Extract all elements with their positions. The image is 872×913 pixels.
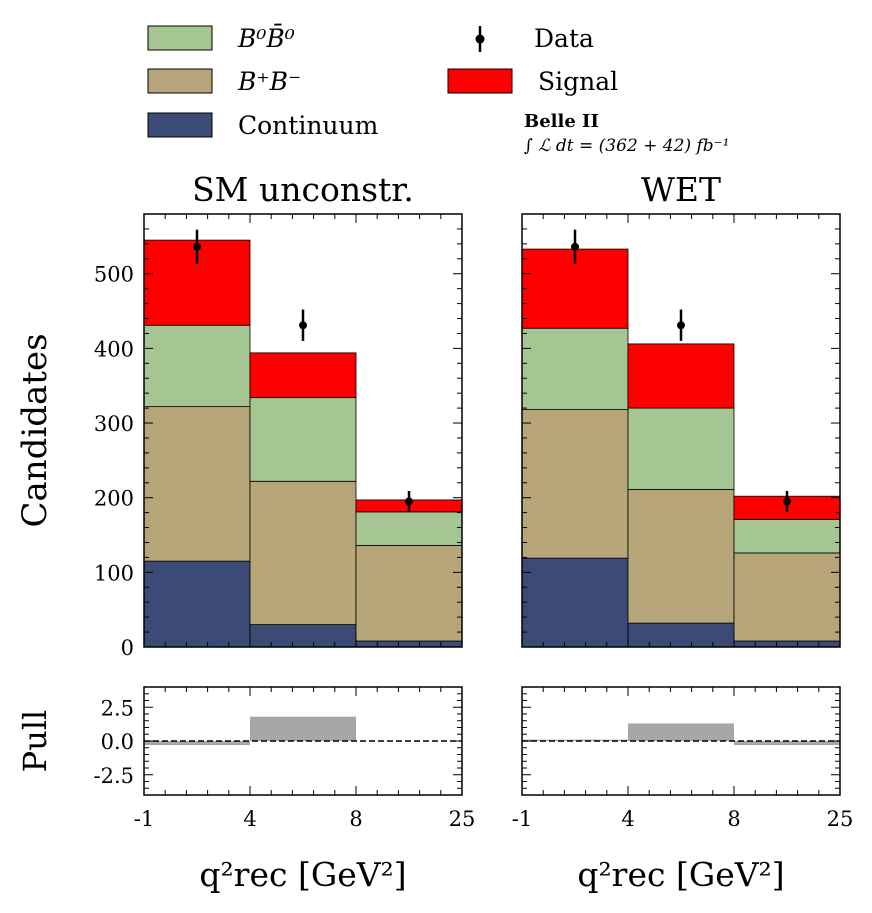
bar-continuum-bin-3	[355, 640, 463, 648]
y-tick-label: 300	[94, 412, 134, 436]
panel-title: WET	[641, 170, 721, 209]
main-axes-frame	[143, 213, 463, 648]
bar-b0b0bar-bin-3	[355, 511, 463, 546]
legend-swatch-b0b0bar	[147, 25, 213, 51]
y-tick-label: 0	[121, 636, 134, 660]
pull-bar-bin-3	[734, 741, 840, 746]
y-tick-label: 400	[94, 337, 134, 361]
main-axes-frame	[521, 213, 841, 648]
x-tick-label: 8	[727, 807, 740, 831]
data-point-bin-3	[783, 497, 791, 506]
bar-b0b0bar-bin-1	[143, 324, 251, 408]
x-axis-label: q²rec [GeV²]	[199, 855, 406, 894]
bar-bplusbminus-bin-3	[733, 552, 841, 642]
bar-bplusbminus-bin-2	[627, 489, 735, 624]
legend-marker-data	[475, 34, 485, 44]
y-tick-label: 200	[94, 487, 134, 511]
x-axis-label: q²rec [GeV²]	[577, 855, 784, 894]
legend-label-b0b0bar: B⁰B̄⁰	[237, 24, 295, 53]
legend-label-signal: Signal	[538, 67, 618, 96]
bar-b0b0bar-bin-2	[627, 407, 735, 490]
bar-b0b0bar-bin-3	[733, 518, 841, 554]
luminosity-label: ∫ ℒ dt = (362 + 42) fb⁻¹	[524, 136, 729, 156]
pull-bar-bin-2	[628, 723, 734, 741]
pull-bar-bin-1	[144, 741, 250, 746]
legend-swatch-signal	[447, 68, 513, 94]
legend-label-data: Data	[534, 24, 594, 53]
y-tick-label: 500	[94, 263, 134, 287]
experiment-label: Belle II ∫ ℒ dt = (362 + 42) fb⁻¹	[524, 111, 729, 156]
data-point-bin-1	[571, 242, 579, 251]
bar-bplusbminus-bin-1	[521, 409, 629, 559]
pull-y-tick-label: 2.5	[101, 696, 134, 720]
bar-b0b0bar-bin-2	[249, 397, 357, 482]
pull-bar-bin-2	[250, 716, 356, 741]
legend-swatch-bplusbminus	[147, 68, 213, 94]
legend: B⁰B̄⁰ B⁺B⁻ Continuum Data Signal	[147, 24, 618, 140]
bar-continuum-bin-1	[521, 557, 629, 648]
x-tick-label: -1	[134, 807, 154, 831]
bar-continuum-bin-2	[627, 622, 735, 648]
bar-continuum-bin-2	[249, 624, 357, 648]
x-tick-label: 4	[621, 807, 634, 831]
y-tick-label: 100	[94, 561, 134, 585]
x-tick-label: 25	[449, 807, 476, 831]
pull-bar-bin-1	[522, 739, 628, 741]
bar-continuum-bin-3	[733, 640, 841, 648]
x-tick-label: 25	[827, 807, 854, 831]
data-point-bin-2	[299, 321, 307, 330]
panel-wet: WET -1 4 8 25 q²rec [GeV²]	[512, 170, 854, 894]
x-tick-label: -1	[512, 807, 532, 831]
data-point-bin-2	[677, 321, 685, 330]
data-point-bin-1	[193, 242, 201, 251]
bar-signal-bin-2	[627, 343, 735, 409]
pull-y-axis-label: Pull	[16, 710, 54, 773]
bar-continuum-bin-1	[143, 560, 251, 648]
x-tick-label: 8	[349, 807, 362, 831]
x-tick-label: 4	[243, 807, 256, 831]
panel-title: SM unconstr.	[192, 170, 414, 209]
legend-swatch-continuum	[147, 112, 213, 138]
bar-b0b0bar-bin-1	[521, 327, 629, 410]
panel-sm-unconstrained: SM unconstr. 0 100 200 300 400 500 Candidates 2.…	[15, 170, 475, 894]
bar-bplusbminus-bin-2	[249, 480, 357, 626]
data-point-bin-3	[405, 497, 413, 506]
legend-label-bplusbminus: B⁺B⁻	[237, 67, 301, 96]
y-axis-label: Candidates	[15, 333, 55, 527]
bar-bplusbminus-bin-3	[355, 545, 463, 642]
legend-label-continuum: Continuum	[238, 111, 379, 140]
experiment-name: Belle II	[524, 111, 599, 132]
bar-bplusbminus-bin-1	[143, 406, 251, 562]
pull-y-tick-label: 0.0	[101, 730, 134, 754]
pull-y-tick-label: -2.5	[94, 764, 135, 788]
bar-signal-bin-2	[249, 352, 357, 399]
